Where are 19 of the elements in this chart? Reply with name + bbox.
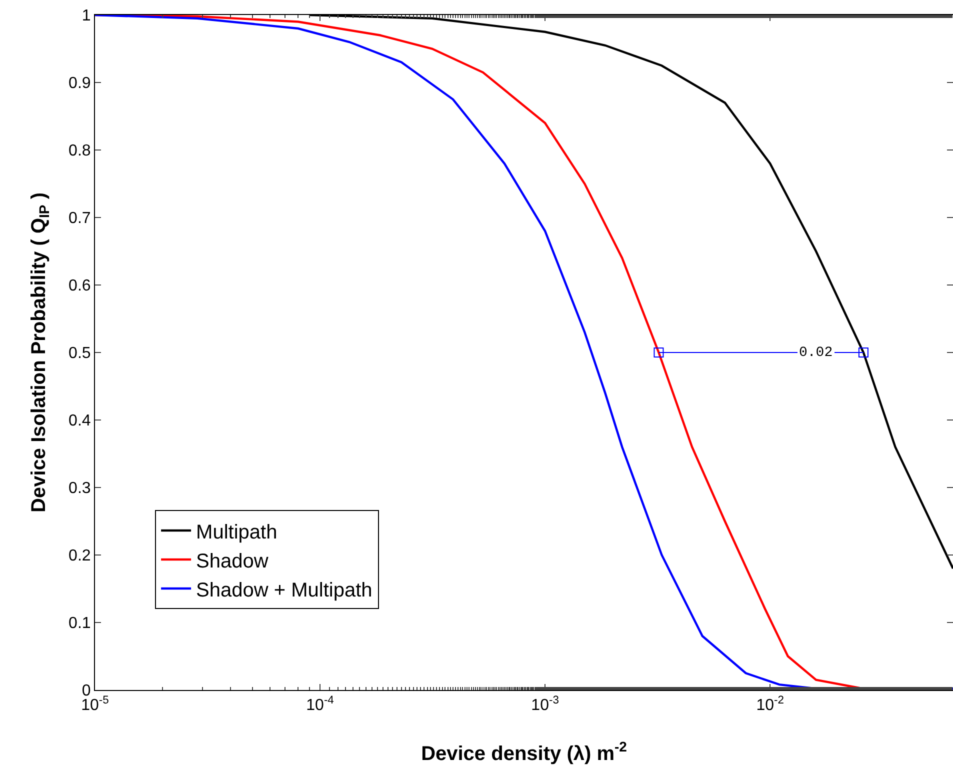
y-tick-label: 0.1 xyxy=(68,615,91,632)
y-tick-label: 0.6 xyxy=(68,278,91,295)
y-tick-label: 0.4 xyxy=(68,412,91,430)
y-tick-label: 0.9 xyxy=(68,75,91,92)
x-tick-label: 10$^{-2}$ xyxy=(756,694,784,714)
y-tick-label: 1 xyxy=(82,8,91,25)
y-tick-label: 0 xyxy=(82,682,91,700)
y-tick-label: 0.8 xyxy=(68,142,91,160)
legend-label: Multipath xyxy=(196,521,278,544)
y-tick-label: 0.5 xyxy=(68,345,91,362)
y-tick-label: 0.7 xyxy=(68,210,91,228)
y-tick-label: 0.2 xyxy=(68,548,91,565)
x-tick-label: 10$^{-4}$ xyxy=(306,694,334,714)
x-tick-label: 10$^{-3}$ xyxy=(531,694,559,714)
y-tick-label: 0.3 xyxy=(68,480,91,498)
legend-label: Shadow xyxy=(196,550,269,572)
legend-label: Shadow + Multipath xyxy=(196,579,372,602)
annotation: 0.02 xyxy=(799,345,833,361)
x-axis-title: Device density (λ) m$^{-2}$ xyxy=(421,738,628,765)
